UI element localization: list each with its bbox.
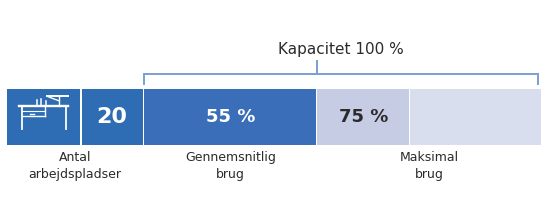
Text: 20: 20 bbox=[97, 107, 128, 127]
Text: Maksimal
brug: Maksimal brug bbox=[400, 151, 458, 181]
FancyBboxPatch shape bbox=[82, 89, 143, 145]
Text: Gennemsnitlig
brug: Gennemsnitlig brug bbox=[185, 151, 276, 181]
Text: 55 %: 55 % bbox=[206, 108, 255, 126]
Text: Kapacitet 100 %: Kapacitet 100 % bbox=[278, 42, 404, 57]
FancyBboxPatch shape bbox=[7, 89, 80, 145]
FancyBboxPatch shape bbox=[144, 89, 316, 145]
FancyBboxPatch shape bbox=[317, 89, 409, 145]
FancyBboxPatch shape bbox=[410, 89, 541, 145]
Text: 75 %: 75 % bbox=[339, 108, 388, 126]
Text: Antal
arbejdspladser: Antal arbejdspladser bbox=[28, 151, 122, 181]
